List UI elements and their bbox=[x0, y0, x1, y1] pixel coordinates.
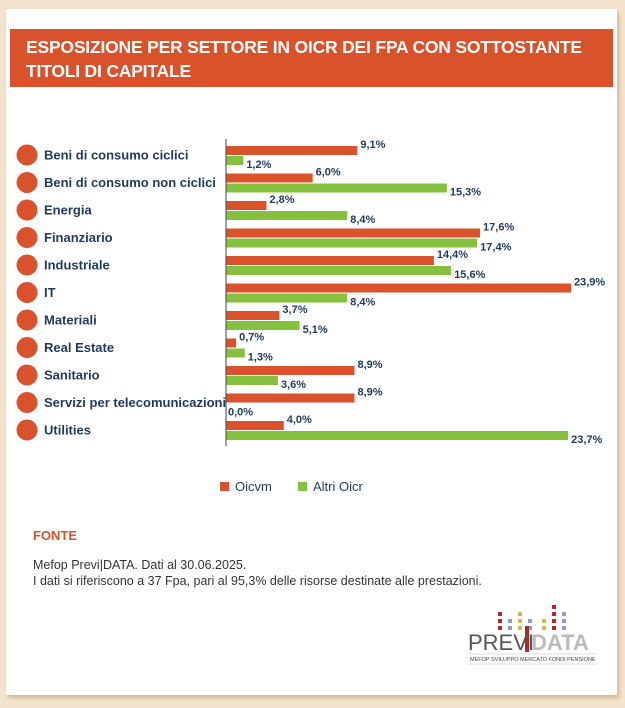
legend-label: Altri Oicr bbox=[313, 479, 364, 494]
bar-oicvm bbox=[226, 421, 284, 430]
data-label: 15,6% bbox=[454, 269, 485, 281]
category-label: Finanziario bbox=[44, 230, 113, 245]
data-label: 17,4% bbox=[480, 242, 511, 254]
no-recycle-icon bbox=[16, 172, 38, 193]
bar-altri-oicr bbox=[226, 211, 348, 220]
category-label: Servizi per telecomunicazioni bbox=[44, 395, 226, 410]
bar-oicvm bbox=[226, 366, 355, 375]
category-label: IT bbox=[44, 285, 56, 300]
card bbox=[6, 9, 617, 695]
data-label: 8,9% bbox=[357, 387, 382, 399]
data-label: 14,4% bbox=[437, 249, 468, 261]
data-label: 5,1% bbox=[303, 324, 328, 336]
chart-title: ESPOSIZIONE PER SETTORE IN OICR DEI FPA … bbox=[10, 29, 613, 87]
category-label: Energia bbox=[44, 203, 92, 218]
data-label: 0,0% bbox=[228, 407, 253, 419]
bar-oicvm bbox=[226, 256, 434, 265]
data-label: 4,0% bbox=[287, 414, 312, 426]
data-label: 8,9% bbox=[357, 359, 382, 371]
bar-oicvm bbox=[226, 338, 237, 348]
bar-oicvm bbox=[226, 393, 355, 403]
data-label: 1,2% bbox=[246, 159, 271, 171]
source-line-1: Mefop Previ|DATA. Dati al 30.06.2025. bbox=[33, 558, 247, 572]
legend-swatch bbox=[220, 482, 229, 491]
data-label: 23,9% bbox=[574, 277, 605, 289]
data-label: 3,6% bbox=[281, 379, 306, 391]
bar-oicvm bbox=[226, 283, 571, 293]
logo-text-previ: PREVI bbox=[468, 630, 534, 655]
bar-altri-oicr bbox=[226, 431, 569, 440]
data-label: 2,8% bbox=[269, 194, 294, 206]
bar-oicvm bbox=[226, 173, 313, 183]
bar-oicvm bbox=[226, 311, 280, 320]
recycle-icon bbox=[16, 144, 38, 166]
lightbulb-icon bbox=[16, 199, 38, 221]
data-label: 0,7% bbox=[239, 332, 264, 344]
legend-label: Oicvm bbox=[235, 479, 272, 494]
bar-altri-oicr bbox=[226, 321, 300, 330]
bar-altri-oicr bbox=[226, 376, 278, 385]
bar-altri-oicr bbox=[226, 348, 245, 358]
bar-altri-oicr bbox=[226, 183, 447, 193]
category-label: Sanitario bbox=[44, 368, 100, 383]
data-label: 15,3% bbox=[450, 187, 481, 199]
truck-icon bbox=[16, 309, 38, 331]
data-label: 3,7% bbox=[282, 304, 307, 316]
bar-altri-oicr bbox=[226, 156, 244, 165]
category-label: Utilities bbox=[44, 423, 91, 438]
category-label: Beni di consumo non ciclici bbox=[44, 175, 216, 190]
source-line-2: I dati si riferiscono a 37 Fpa, pari al … bbox=[33, 574, 482, 588]
bar-altri-oicr bbox=[226, 293, 348, 303]
data-label: 23,7% bbox=[571, 434, 602, 446]
data-label: 17,6% bbox=[483, 222, 514, 234]
logo-text-data: DATA bbox=[531, 630, 589, 655]
data-label: 6,0% bbox=[316, 167, 341, 179]
category-label: Real Estate bbox=[44, 340, 114, 355]
bar-oicvm bbox=[226, 201, 267, 210]
data-label: 9,1% bbox=[360, 139, 385, 151]
data-label: 8,4% bbox=[350, 297, 375, 309]
bar-oicvm bbox=[226, 146, 358, 155]
category-label: Materiali bbox=[44, 313, 97, 328]
data-label: 8,4% bbox=[350, 214, 375, 226]
bar-altri-oicr bbox=[226, 238, 478, 248]
category-label: Beni di consumo ciclici bbox=[44, 148, 188, 163]
bar-oicvm bbox=[226, 228, 481, 238]
source-label: FONTE bbox=[33, 528, 78, 543]
phone-icon bbox=[16, 392, 38, 413]
legend-swatch bbox=[298, 482, 307, 491]
previdata-logo: PREVI DATA MEFOP SVILUPPO MERCATO FONDI … bbox=[468, 605, 596, 665]
bar-chart: Beni di consumo ciclici 9,1% 1,2% Beni di c… bbox=[16, 139, 605, 494]
logo-tagline: MEFOP SVILUPPO MERCATO FONDI PENSIONE bbox=[470, 657, 596, 663]
heart-icon bbox=[16, 364, 38, 386]
category-label: Industriale bbox=[44, 258, 110, 273]
water-flame-icon bbox=[16, 419, 38, 441]
bar-altri-oicr bbox=[226, 266, 452, 275]
data-label: 1,3% bbox=[248, 352, 273, 364]
piggy-bank-icon bbox=[16, 227, 38, 248]
mouse-icon bbox=[16, 282, 38, 303]
house-search-icon bbox=[16, 337, 38, 358]
factory-icon bbox=[16, 254, 38, 276]
